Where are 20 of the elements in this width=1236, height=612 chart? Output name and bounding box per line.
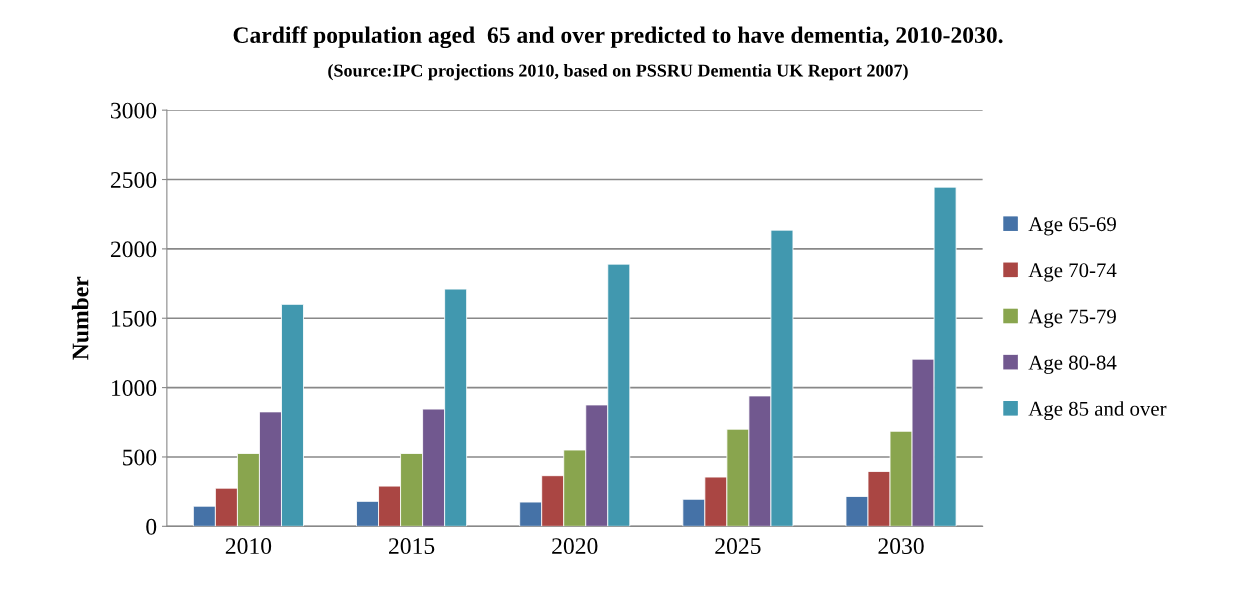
x-tick-label: 2020 [552, 538, 598, 555]
legend-label: Age 85 and over [1028, 401, 1167, 421]
y-tick-label: 3000 [111, 102, 157, 119]
legend-label: Age 70-74 [1028, 263, 1117, 282]
y-tick-label: 2000 [110, 241, 157, 258]
chart-subtitle: (Source:IPC projections 2010, based on PSSRU Dementia UK Report 2007) [328, 63, 908, 81]
x-tick-label: 2015 [389, 538, 435, 555]
y-tick-label: 0 [146, 518, 157, 535]
y-tick-label: 1500 [111, 310, 157, 327]
x-tick-label: 2030 [878, 538, 924, 555]
y-axis-title: Number [71, 276, 89, 360]
x-tick-label: 2010 [225, 538, 272, 555]
legend-label: Age 75-79 [1028, 309, 1116, 328]
y-tick-label: 1000 [111, 380, 157, 397]
x-tick-label: 2025 [715, 538, 761, 555]
y-tick-label: 500 [123, 449, 157, 466]
legend-label: Age 65-69 [1028, 217, 1116, 236]
legend-label: Age 80-84 [1028, 355, 1117, 374]
chart-title: Cardiff population aged 65 and over predicted to have dementia, 2010-2030. [233, 26, 1003, 49]
y-tick-label: 2500 [110, 172, 157, 188]
